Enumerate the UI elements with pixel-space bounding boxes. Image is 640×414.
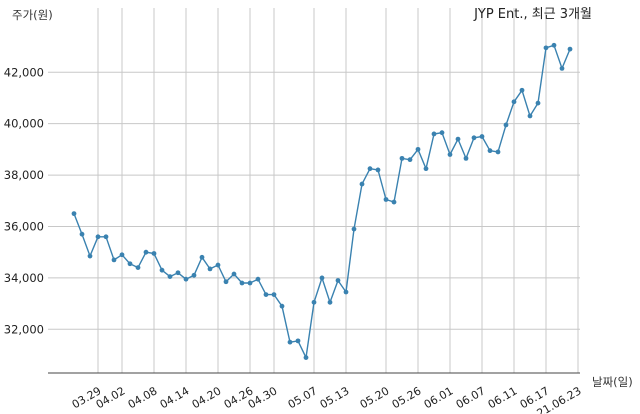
data-point — [327, 299, 333, 305]
data-point — [335, 278, 341, 283]
data-point — [439, 130, 445, 136]
series-line — [73, 44, 571, 359]
data-point — [279, 303, 285, 309]
y-tick-label: 32,000 — [4, 322, 44, 336]
y-axis-ticks: 32,000 34,000 36,000 38,000 40,000 42,000 — [4, 65, 44, 336]
data-point — [135, 265, 141, 271]
data-point — [79, 231, 85, 237]
data-point — [111, 257, 117, 263]
x-tick-label: 06.11 — [486, 384, 520, 411]
data-point — [223, 279, 229, 285]
data-point — [447, 152, 453, 157]
data-point — [167, 274, 173, 280]
y-tick-label: 36,000 — [4, 219, 44, 233]
data-point — [303, 355, 309, 360]
y-tick-label: 38,000 — [4, 168, 44, 182]
data-point — [375, 167, 381, 173]
data-point — [399, 155, 405, 161]
data-point — [143, 249, 149, 255]
data-point — [479, 134, 485, 139]
data-point — [543, 45, 549, 51]
data-point — [567, 46, 573, 52]
data-point — [423, 166, 429, 172]
data-point — [311, 299, 317, 305]
data-point — [383, 197, 389, 202]
data-point — [95, 234, 101, 240]
data-point — [295, 338, 301, 344]
data-point — [319, 275, 325, 281]
data-point — [415, 146, 421, 152]
data-point — [471, 135, 477, 141]
series-layer — [71, 42, 573, 360]
data-point — [487, 148, 493, 154]
x-tick-label: 04.14 — [158, 384, 192, 411]
data-point — [511, 99, 517, 105]
data-point — [263, 292, 269, 298]
y-tick-label: 42,000 — [4, 65, 44, 79]
chart-title: JYP Ent., 최근 3개월 — [473, 7, 592, 22]
data-point — [199, 254, 205, 260]
data-point — [351, 226, 357, 232]
grid-layer — [48, 8, 580, 373]
data-point — [239, 280, 245, 286]
x-tick-label: 04.08 — [126, 384, 160, 411]
data-point — [255, 276, 261, 282]
data-point — [407, 157, 413, 163]
data-point — [287, 339, 293, 345]
data-point — [175, 270, 181, 276]
data-point — [207, 266, 213, 272]
x-tick-label: 06.07 — [454, 384, 488, 411]
data-point — [535, 100, 541, 106]
data-point — [87, 253, 93, 259]
data-point — [431, 131, 437, 137]
data-point — [159, 267, 165, 273]
data-point — [551, 42, 557, 48]
data-point — [519, 87, 525, 93]
x-tick-label: 05.26 — [390, 384, 424, 411]
x-tick-label: 04.20 — [190, 384, 224, 411]
x-axis-title: 날짜(일) — [592, 375, 633, 389]
x-tick-label: 05.20 — [358, 384, 392, 411]
x-tick-label: 05.07 — [286, 384, 320, 411]
data-point — [151, 251, 157, 256]
y-axis-title: 주가(원) — [12, 8, 53, 22]
data-point — [119, 252, 125, 258]
data-point — [191, 272, 197, 278]
data-point — [215, 262, 221, 268]
data-point — [271, 292, 277, 298]
x-tick-label: 06.01 — [422, 384, 456, 411]
data-point — [103, 234, 109, 240]
data-point — [247, 280, 253, 286]
data-point — [127, 261, 133, 267]
data-point — [527, 113, 533, 119]
y-tick-label: 34,000 — [4, 271, 44, 285]
x-tick-label: 05.13 — [318, 384, 352, 411]
data-point — [559, 66, 565, 71]
data-point — [231, 271, 237, 277]
data-point — [495, 149, 501, 155]
data-point — [455, 136, 461, 142]
data-point — [71, 211, 77, 217]
data-point — [359, 181, 365, 187]
data-point — [367, 166, 373, 172]
data-point — [183, 276, 189, 282]
data-point — [463, 155, 469, 161]
data-point — [503, 122, 509, 128]
data-point — [343, 289, 349, 295]
y-tick-label: 40,000 — [4, 117, 44, 131]
data-point — [391, 199, 397, 205]
